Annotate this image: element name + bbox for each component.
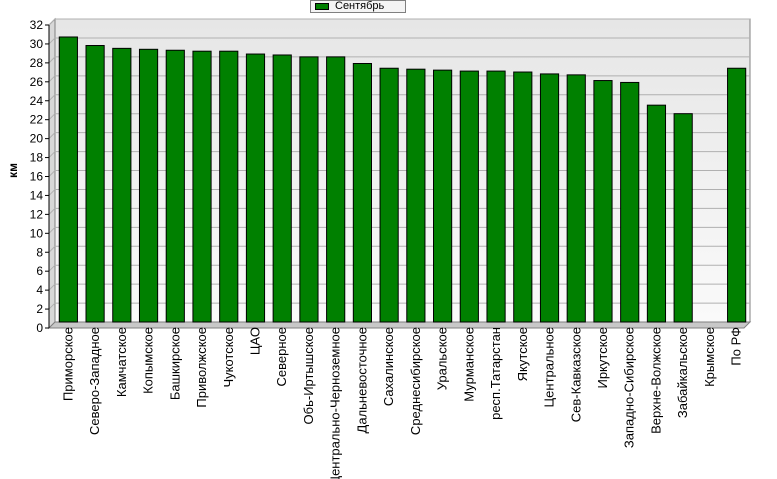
gridline-side [48, 283, 56, 291]
bar [620, 81, 640, 323]
x-tick-label: Верхне-Волжское [648, 327, 663, 434]
y-tick-label: 12 [30, 207, 44, 221]
x-tick-label: Крымское [702, 327, 717, 387]
bar [673, 113, 693, 323]
bar [272, 54, 292, 323]
y-tick-label: 14 [30, 188, 44, 202]
bar [593, 80, 613, 323]
gridline-side [48, 132, 56, 139]
x-tick-label: Сев-Кавказское [568, 327, 583, 422]
bar [299, 56, 319, 323]
x-tick-label: Приморское [60, 327, 75, 401]
y-tick-label: 26 [30, 75, 44, 89]
y-tick-label: 18 [30, 151, 44, 165]
y-tick-label: 22 [30, 113, 44, 127]
x-tick-label: Западно-Сибирское [622, 327, 637, 448]
y-tick-label: 30 [30, 37, 44, 51]
x-tick-label: Обь-Иртышское [301, 327, 316, 424]
bar [245, 53, 266, 323]
bar [433, 69, 453, 323]
x-tick-label: ЦАО [247, 327, 262, 355]
x-tick-label: Копымское [141, 327, 156, 394]
y-tick-label: 28 [30, 56, 44, 70]
x-tick-label: респ.Татарстан [488, 327, 503, 420]
y-tick-label: 16 [30, 170, 44, 184]
bar [138, 48, 159, 323]
legend-swatch [315, 3, 329, 10]
bar [58, 36, 78, 323]
y-tick-label: 24 [30, 94, 44, 108]
gridline-side [48, 56, 56, 64]
gridline-side [48, 18, 56, 26]
x-tick-label: Камчатское [114, 327, 129, 397]
x-tick-label: Центрально-Черноземное [328, 327, 343, 479]
y-tick-label: 10 [30, 226, 44, 240]
y-tick-label: 2 [36, 302, 43, 316]
x-tick-label: Сахалинское [381, 327, 396, 406]
x-tick-label: По РФ [729, 327, 744, 366]
bar [459, 70, 479, 323]
gridline-side [48, 94, 56, 102]
gridline-side [48, 264, 56, 272]
x-tick-label: Дальневосточное [354, 327, 369, 433]
bar [486, 70, 506, 323]
bar [566, 74, 586, 323]
bar [406, 68, 426, 323]
bar [326, 56, 346, 323]
y-tick-label: 20 [30, 132, 44, 146]
gridline-side [48, 151, 56, 158]
x-tick-label: Северное [274, 327, 289, 386]
bar [85, 45, 105, 323]
bar [219, 50, 239, 323]
bar [539, 73, 560, 323]
gridline-side [48, 37, 56, 45]
gridline-side [48, 113, 56, 121]
gridline-side [48, 189, 56, 196]
bar [646, 104, 667, 323]
gridline-side [48, 245, 56, 253]
gridline-side [48, 75, 56, 83]
x-tick-label: Башкирское [167, 327, 182, 400]
legend: Сентябрь [310, 0, 406, 13]
bar [352, 63, 372, 323]
y-axis-label: км [6, 163, 20, 178]
y-tick-label: 8 [36, 245, 43, 259]
y-tick-label: 4 [36, 283, 43, 297]
bar [379, 67, 399, 323]
bar [513, 71, 533, 323]
x-tick-label: Приволжское [194, 327, 209, 408]
x-tick-label: Центральное [542, 327, 557, 407]
y-tick-label: 32 [30, 18, 44, 32]
x-tick-label: Среднесибирское [408, 327, 423, 435]
x-tick-label: Мурманское [461, 327, 476, 402]
legend-label-series-0: Сентябрь [335, 0, 385, 12]
x-tick-label: Забайкальское [675, 327, 690, 418]
bar [192, 50, 212, 323]
x-tick-label: Якутское [515, 327, 530, 381]
x-tick-label: Уральское [435, 327, 450, 390]
bar [727, 67, 747, 323]
y-tick-label: 0 [36, 321, 43, 335]
y-tick-label: 6 [36, 264, 43, 278]
gridline-side [48, 302, 56, 310]
bar [165, 49, 185, 323]
gridline-side [48, 208, 56, 215]
x-tick-label: Северо-Западное [87, 327, 102, 435]
x-tick-label: Иркутское [595, 327, 610, 389]
x-tick-label: Чукотское [221, 327, 236, 388]
gridline-side [48, 226, 56, 234]
gridline-side [48, 170, 56, 177]
bar [112, 47, 132, 323]
